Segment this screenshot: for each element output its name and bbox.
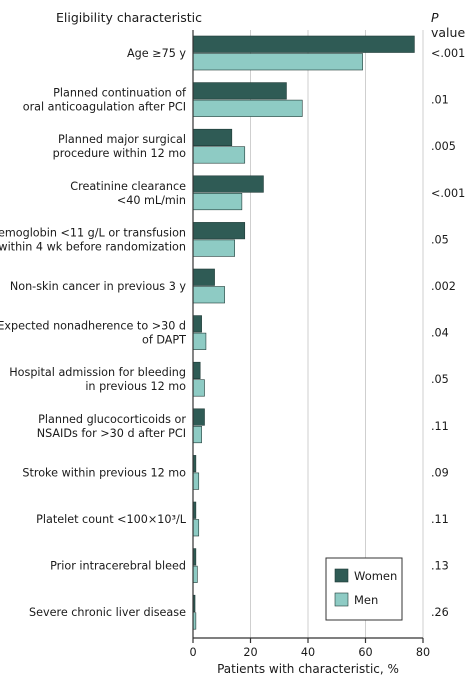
bar-women (192, 35, 415, 53)
category-label: Age ≥75 y (127, 47, 186, 60)
header-left: Eligibility characteristic (56, 10, 202, 25)
bar-men (192, 565, 198, 583)
category-label: Expected nonadherence to >30 d (0, 320, 186, 333)
bar-men (192, 332, 207, 350)
bar-men (192, 99, 303, 117)
bar-women (192, 175, 264, 193)
p-value: .13 (431, 560, 449, 573)
p-value: .002 (431, 280, 456, 293)
header-right: P value (431, 10, 474, 40)
category-label: Severe chronic liver disease (29, 606, 186, 619)
legend-swatch-women (334, 568, 349, 583)
bar-women (192, 268, 215, 286)
category-label: within 4 wk before randomization (0, 240, 186, 253)
x-tick-label: 20 (243, 646, 257, 659)
p-value: .005 (431, 140, 456, 153)
p-value: .09 (431, 466, 449, 479)
bar-men (192, 425, 202, 444)
category-label: Prior intracerebral bleed (50, 560, 186, 573)
bar-women (192, 82, 287, 100)
legend-swatch-men (334, 592, 349, 607)
legend-label-women: Women (354, 569, 397, 583)
bar-men (192, 519, 200, 537)
category-label: Non-skin cancer in previous 3 y (10, 280, 187, 293)
legend-box (325, 557, 403, 621)
bar-women (192, 315, 202, 333)
bar-men (192, 379, 205, 397)
category-label: procedure within 12 mo (53, 147, 186, 160)
bar-women (192, 222, 246, 240)
x-tick-label: 80 (416, 646, 430, 659)
p-value: .04 (431, 327, 449, 340)
legend-label-men: Men (354, 593, 378, 607)
x-tick-label: 60 (358, 646, 372, 659)
category-label: Stroke within previous 12 mo (22, 466, 186, 479)
header-p: P (431, 10, 439, 25)
p-value: .05 (431, 373, 449, 386)
category-label: Hospital admission for bleeding (9, 366, 186, 379)
bar-men (192, 53, 363, 71)
category-label: Platelet count <100×10³/L (36, 513, 187, 526)
category-label: Creatinine clearance (70, 180, 186, 193)
p-value: .01 (431, 94, 449, 107)
bar-men (192, 286, 225, 304)
category-label: Planned glucocorticoids or (38, 413, 186, 426)
p-value: <.001 (431, 47, 465, 60)
category-label: Hemoglobin <11 g/L or transfusion (0, 226, 186, 239)
x-axis-label: Patients with characteristic, % (217, 662, 399, 676)
category-label: in previous 12 mo (85, 380, 186, 393)
p-value: <.001 (431, 187, 465, 200)
bar-women (192, 128, 233, 146)
x-tick-label: 0 (189, 646, 196, 659)
bar-men (192, 472, 200, 490)
p-value: .11 (431, 420, 449, 433)
category-label: Planned major surgical (58, 133, 186, 146)
category-label: NSAIDs for >30 d after PCI (37, 427, 186, 440)
header-value: value (431, 25, 466, 40)
category-label: Planned continuation of (53, 87, 187, 100)
bar-men (192, 193, 243, 211)
p-value: .26 (431, 606, 449, 619)
category-label: <40 mL/min (117, 194, 186, 207)
bar-men (192, 146, 246, 164)
p-value: .11 (431, 513, 449, 526)
bar-men (192, 239, 235, 257)
bar-women (192, 361, 201, 380)
bar-women (192, 408, 205, 426)
x-tick-label: 40 (301, 646, 315, 659)
category-label: of DAPT (142, 334, 186, 347)
category-label: oral anticoagulation after PCI (23, 101, 186, 114)
p-value: .05 (431, 233, 449, 246)
